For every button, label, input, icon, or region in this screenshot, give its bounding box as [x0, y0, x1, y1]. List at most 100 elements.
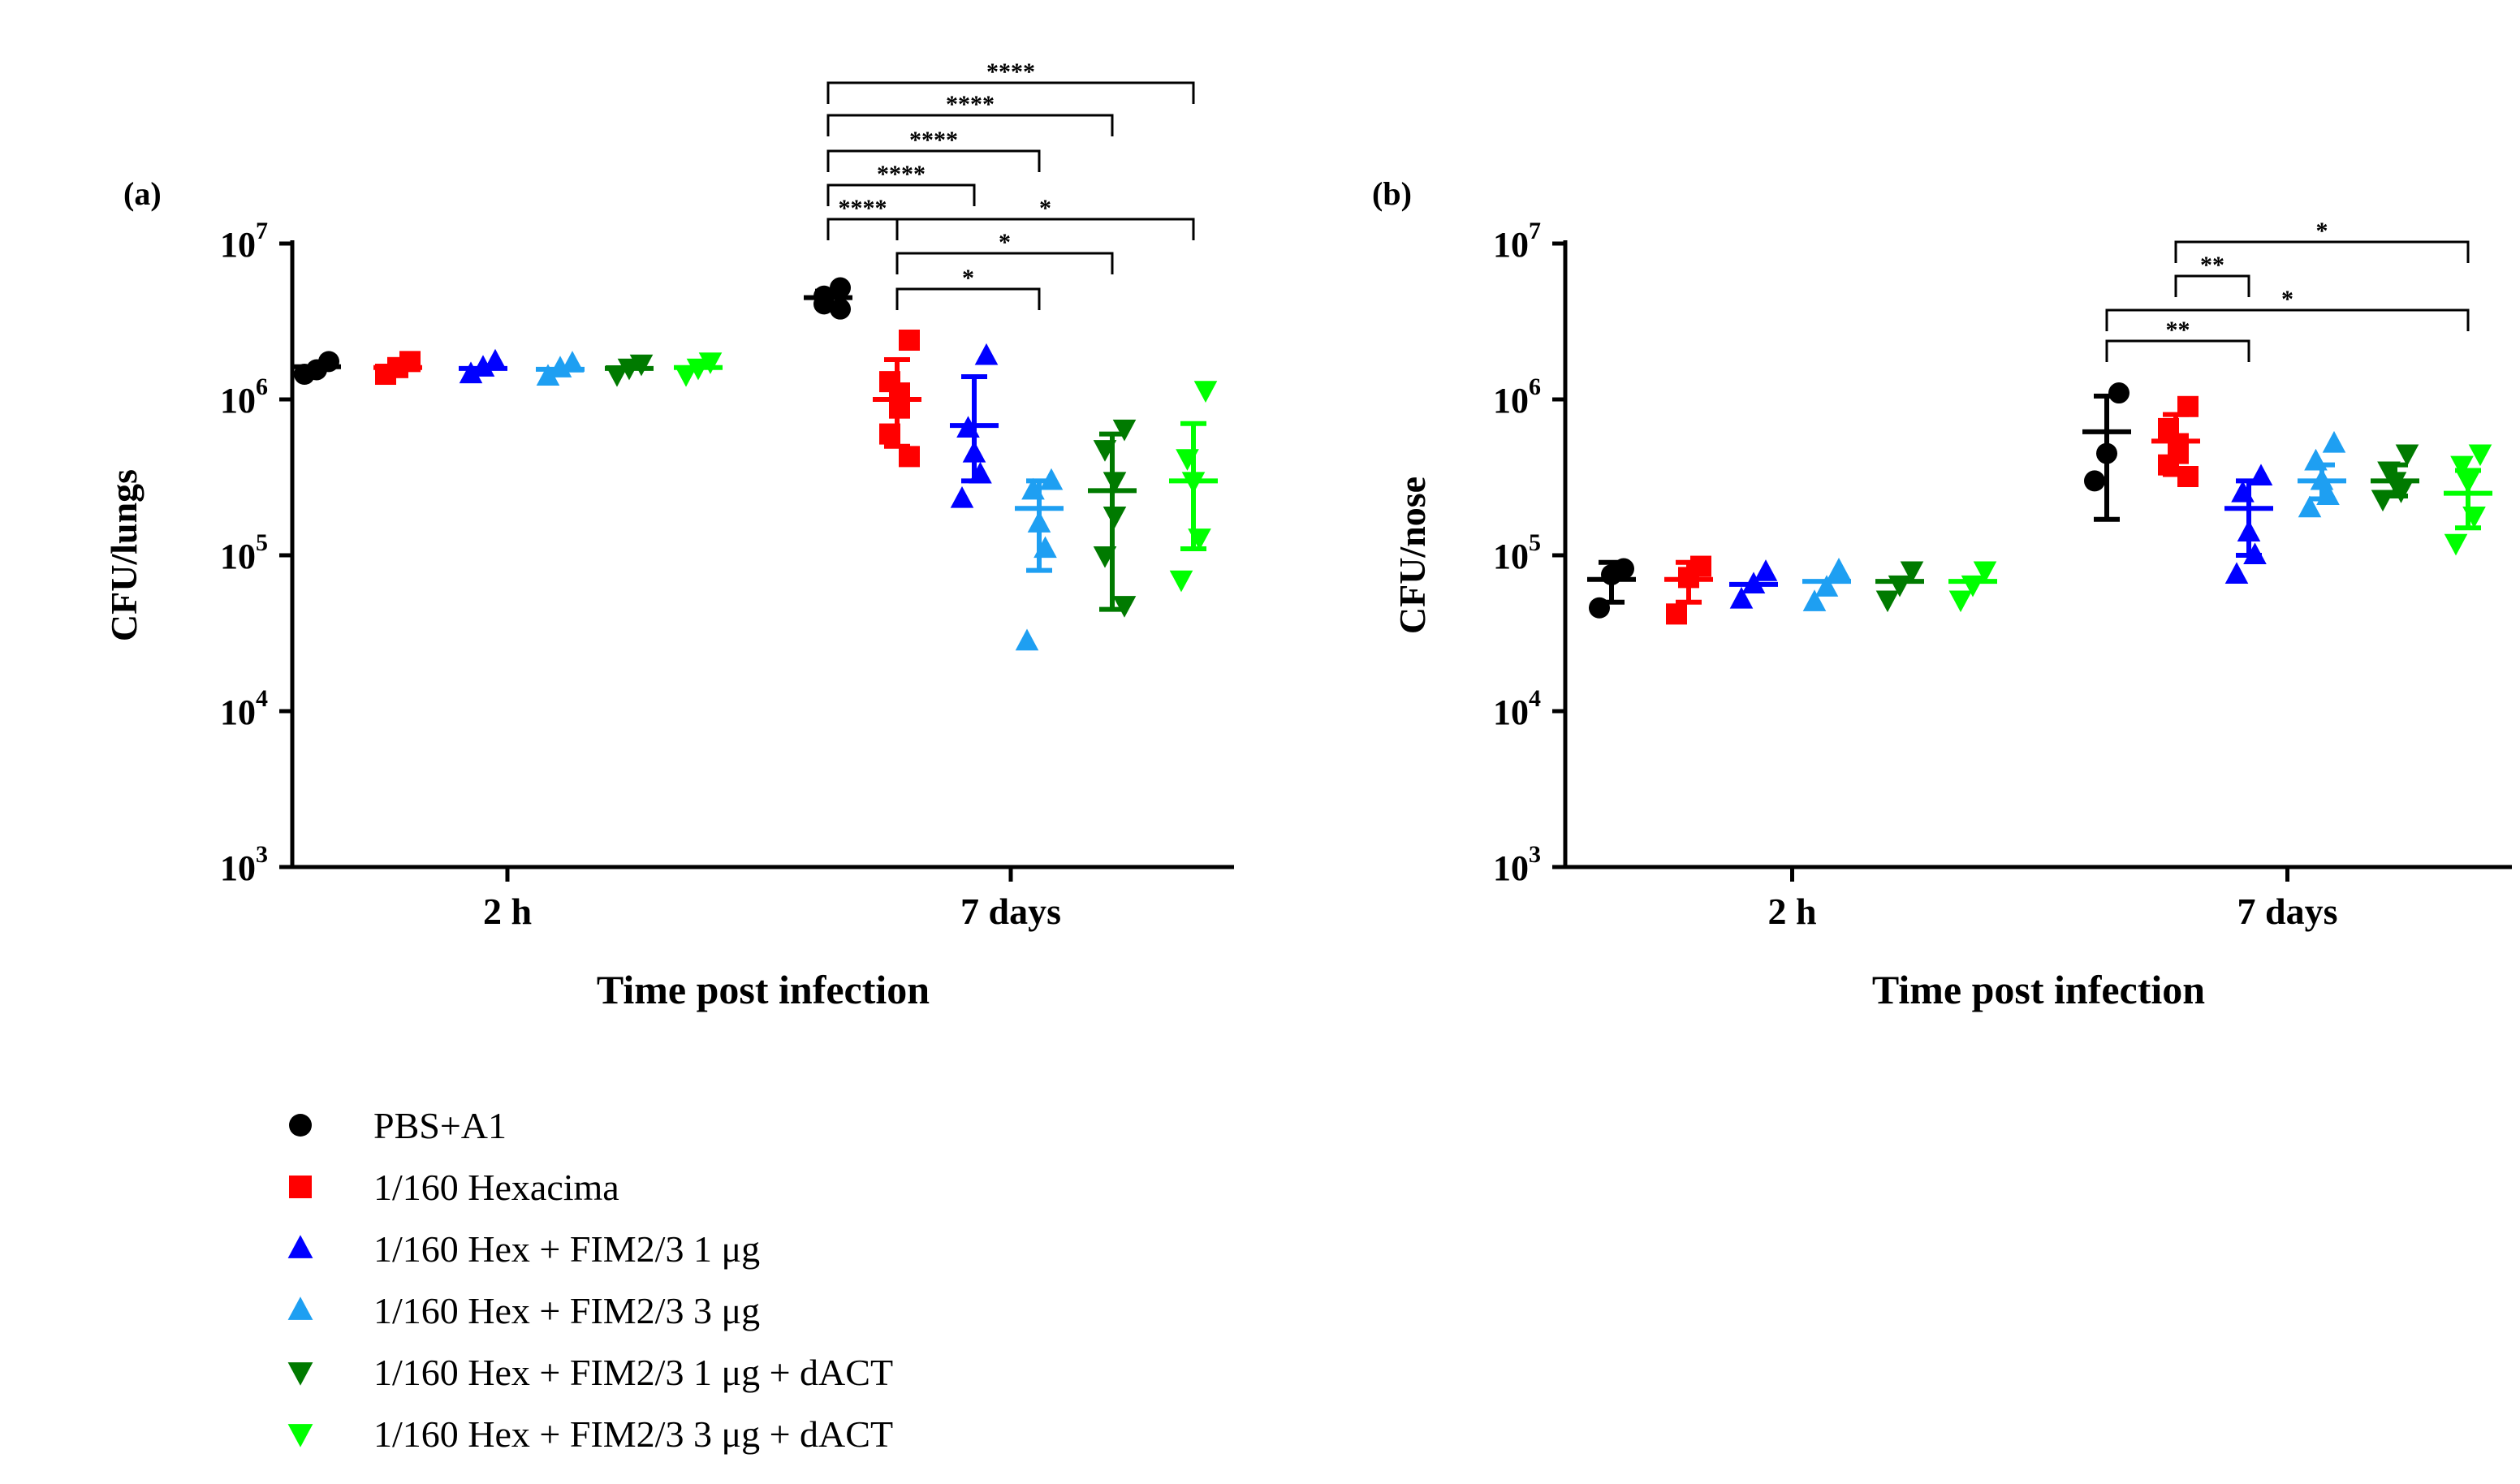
- data-group: [1729, 559, 1778, 609]
- chart-panel-a: (a) 103 104 105 106 107 CFU/lungs 2 h 7 days Time…: [103, 58, 1234, 1012]
- significance-bracket: ****: [826, 195, 899, 240]
- data-group: [2151, 395, 2200, 488]
- y-tick-label: 105: [220, 529, 268, 576]
- data-point: [2304, 448, 2328, 471]
- data-group: [292, 351, 341, 386]
- legend-item: 1/160 Hex + FIM2/3 3 μg: [287, 1290, 760, 1331]
- data-point: [1102, 506, 1127, 528]
- data-point: [2177, 466, 2199, 488]
- significance-label: ****: [909, 127, 958, 153]
- legend-item: PBS+A1: [289, 1105, 507, 1146]
- y-tick-label: 106: [1493, 373, 1541, 421]
- significance-bracket: *: [895, 265, 1041, 310]
- data-group: [950, 343, 999, 508]
- data-point: [1973, 561, 1997, 584]
- data-point: [1802, 589, 1827, 611]
- bracket-line: [826, 183, 976, 206]
- data-point: [2395, 444, 2419, 467]
- data-point: [1093, 546, 1117, 568]
- data-point: [1601, 563, 1622, 585]
- data-group: [536, 351, 585, 386]
- legend-marker-triangle-down-icon: [287, 1424, 313, 1447]
- data-point: [471, 355, 495, 377]
- significance-label: **: [2200, 252, 2224, 278]
- significance-label: *: [2316, 218, 2328, 244]
- data-point: [879, 423, 900, 445]
- bracket-line: [2174, 240, 2470, 263]
- y-tick-label: 107: [220, 218, 268, 265]
- significance-label: ****: [986, 58, 1035, 85]
- data-point: [1948, 590, 1973, 613]
- data-point: [483, 348, 507, 371]
- data-point: [1875, 590, 1900, 613]
- y-axis-title: CFU/lungs: [103, 469, 145, 641]
- x-tick-label: 7 days: [960, 891, 1061, 932]
- y-tick-label: 107: [1493, 218, 1541, 265]
- legend: PBS+A1 1/160 Hexacima 1/160 Hex + FIM2/3 1…: [287, 1105, 893, 1455]
- x-axis-title: Time post infection: [1872, 967, 2205, 1012]
- legend-label: 1/160 Hex + FIM2/3 3 μg + dACT: [373, 1413, 893, 1455]
- data-point: [1754, 559, 1778, 581]
- data-point: [1169, 570, 1193, 593]
- data-point: [1021, 477, 1045, 500]
- data-group: [804, 277, 852, 320]
- significance-label: ****: [877, 161, 926, 188]
- significance-bracket: *: [2174, 218, 2470, 263]
- data-point: [1729, 586, 1754, 609]
- data-point: [1102, 472, 1127, 494]
- legend-item: 1/160 Hex + FIM2/3 1 μg + dACT: [287, 1352, 893, 1393]
- data-point: [1666, 603, 1687, 625]
- significance-bracket: ****: [826, 127, 1041, 172]
- data-point: [962, 440, 986, 463]
- data-group: [2298, 430, 2346, 518]
- data-point: [950, 485, 974, 508]
- data-point: [2468, 444, 2492, 467]
- bracket-line: [826, 114, 1114, 136]
- data-point: [2316, 483, 2340, 506]
- data-point: [2158, 454, 2179, 476]
- data-point: [830, 298, 851, 320]
- significance-label: ****: [946, 91, 995, 118]
- legend-label: PBS+A1: [373, 1105, 507, 1146]
- data-group: [1088, 419, 1137, 618]
- chart-panel-b: (b) 103 104 105 106 107 CFU/nose 2 h 7 days Time …: [1372, 175, 2512, 1012]
- legend-label: 1/160 Hexacima: [373, 1167, 619, 1208]
- data-point: [969, 461, 992, 484]
- significance-bracket: **: [2105, 317, 2250, 362]
- data-point: [2298, 495, 2322, 518]
- significance-label: **: [2166, 317, 2190, 343]
- significance-bracket: *: [895, 229, 1114, 274]
- significance-bracket: **: [2174, 252, 2250, 297]
- data-point: [674, 365, 698, 387]
- data-point: [1093, 440, 1117, 462]
- bracket-line: [2105, 339, 2250, 362]
- data-point: [2450, 455, 2474, 478]
- data-group: [373, 351, 422, 386]
- bracket-line: [895, 252, 1114, 274]
- data-point: [1112, 419, 1137, 442]
- significance-bracket: ****: [826, 161, 976, 206]
- data-group: [873, 329, 921, 468]
- data-point: [1112, 596, 1137, 618]
- data-point: [1176, 449, 1199, 471]
- x-tick-label: 7 days: [2237, 891, 2338, 932]
- data-point: [2456, 472, 2480, 494]
- data-point: [2084, 470, 2105, 492]
- data-group: [2444, 444, 2492, 556]
- data-point: [974, 343, 999, 365]
- data-group: [459, 348, 507, 384]
- data-point: [536, 364, 560, 386]
- y-tick-label: 106: [220, 373, 268, 421]
- data-point: [2231, 480, 2255, 503]
- data-group: [1015, 468, 1064, 651]
- data-point: [1193, 381, 1218, 403]
- y-tick-label: 104: [1493, 685, 1541, 732]
- significance-label: *: [999, 229, 1011, 256]
- significance-bracket: ****: [826, 91, 1114, 136]
- data-group: [674, 352, 723, 387]
- data-group: [1664, 555, 1713, 625]
- x-tick-label: 2 h: [1767, 891, 1816, 932]
- legend-label: 1/160 Hex + FIM2/3 3 μg: [373, 1290, 760, 1331]
- bracket-line: [2174, 274, 2250, 297]
